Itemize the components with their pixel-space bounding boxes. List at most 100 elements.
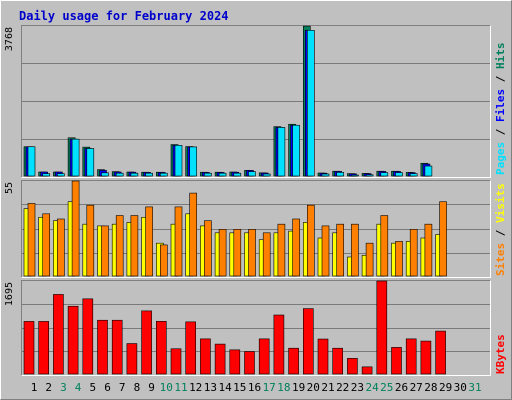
bar-kbytes-14 bbox=[214, 343, 226, 375]
bar-sites-5 bbox=[86, 204, 95, 277]
x-label-day-12: 12 bbox=[189, 381, 202, 394]
bar-sites-13 bbox=[204, 220, 212, 277]
x-label-day-9: 9 bbox=[148, 381, 155, 394]
bar-kbytes-9 bbox=[141, 310, 152, 375]
x-label-day-30: 30 bbox=[454, 381, 467, 394]
bar-kbytes-7 bbox=[111, 319, 123, 375]
bar-sites-17 bbox=[262, 232, 271, 277]
plot-frame-dark-1 bbox=[21, 25, 491, 178]
bar-pages-8 bbox=[130, 172, 139, 177]
y-max-label-1: 3768 bbox=[4, 27, 15, 51]
bar-sites-6 bbox=[101, 225, 109, 277]
bar-sites-24 bbox=[365, 242, 374, 277]
plot-frame-light-1 bbox=[21, 25, 491, 178]
bar-pages-16 bbox=[248, 171, 256, 177]
bar-sites-9 bbox=[145, 206, 153, 277]
y-max-label-3: 1695 bbox=[4, 282, 15, 306]
bar-pages-11 bbox=[174, 145, 183, 177]
chart-title: Daily usage for February 2024 bbox=[19, 9, 229, 23]
bar-pages-25 bbox=[380, 172, 389, 177]
bar-kbytes-19 bbox=[288, 347, 299, 375]
bar-sites-12 bbox=[189, 192, 197, 277]
legend-kbytes: KBytes bbox=[494, 334, 507, 374]
bar-kbytes-20 bbox=[302, 308, 314, 375]
x-label-day-17: 17 bbox=[263, 381, 276, 394]
bar-kbytes-24 bbox=[361, 366, 373, 375]
plot-frame-light-2 bbox=[21, 180, 491, 278]
x-label-day-22: 22 bbox=[336, 381, 349, 394]
x-label-day-1: 1 bbox=[31, 381, 38, 394]
x-label-day-16: 16 bbox=[248, 381, 261, 394]
bar-pages-28 bbox=[424, 165, 433, 177]
bar-kbytes-13 bbox=[200, 338, 211, 375]
x-label-day-5: 5 bbox=[89, 381, 96, 394]
x-label-day-28: 28 bbox=[424, 381, 437, 394]
bar-pages-23 bbox=[351, 174, 359, 177]
bar-pages-20 bbox=[306, 29, 315, 177]
bar-sites-1 bbox=[27, 203, 36, 277]
legend-separator: / bbox=[494, 223, 507, 243]
bar-kbytes-3 bbox=[53, 294, 64, 375]
legend-separator: / bbox=[494, 122, 507, 142]
bar-kbytes-11 bbox=[170, 348, 182, 375]
bar-kbytes-2 bbox=[38, 321, 50, 375]
bar-kbytes-1 bbox=[23, 321, 35, 375]
x-label-day-21: 21 bbox=[321, 381, 334, 394]
bar-sites-23 bbox=[351, 223, 359, 277]
bar-pages-14 bbox=[218, 172, 227, 177]
y-max-label-2: 55 bbox=[4, 182, 15, 194]
bar-pages-13 bbox=[204, 172, 212, 177]
bar-pages-6 bbox=[101, 172, 109, 177]
bar-pages-24 bbox=[365, 174, 374, 177]
bar-sites-16 bbox=[248, 229, 256, 277]
bar-sites-2 bbox=[42, 213, 51, 277]
bar-kbytes-6 bbox=[97, 319, 108, 375]
bar-kbytes-22 bbox=[332, 347, 344, 375]
bar-pages-26 bbox=[395, 172, 403, 177]
legend-visits: Visits bbox=[494, 183, 507, 223]
bar-kbytes-17 bbox=[258, 338, 270, 375]
bar-kbytes-29 bbox=[435, 330, 446, 375]
bar-kbytes-21 bbox=[317, 338, 329, 375]
x-label-day-6: 6 bbox=[104, 381, 111, 394]
bar-sites-8 bbox=[130, 215, 139, 277]
legend-sites: Sites bbox=[494, 243, 507, 276]
bar-pages-17 bbox=[262, 173, 271, 177]
bar-pages-27 bbox=[409, 173, 418, 177]
bar-pages-15 bbox=[233, 172, 242, 177]
x-label-day-7: 7 bbox=[119, 381, 126, 394]
bar-kbytes-10 bbox=[156, 321, 167, 375]
bar-sites-19 bbox=[292, 218, 300, 277]
legend-files: Files bbox=[494, 89, 507, 122]
x-label-day-18: 18 bbox=[277, 381, 290, 394]
x-label-day-10: 10 bbox=[160, 381, 173, 394]
bar-sites-11 bbox=[174, 206, 183, 277]
x-label-day-25: 25 bbox=[380, 381, 393, 394]
legend-2: Sites / Visits bbox=[494, 183, 507, 276]
bar-sites-25 bbox=[380, 215, 389, 277]
bar-kbytes-8 bbox=[126, 343, 138, 375]
bar-pages-1 bbox=[27, 146, 36, 177]
bar-sites-21 bbox=[321, 225, 330, 277]
x-label-day-20: 20 bbox=[307, 381, 320, 394]
x-label-day-31: 31 bbox=[468, 381, 481, 394]
bar-sites-20 bbox=[306, 204, 315, 277]
bar-kbytes-27 bbox=[405, 338, 417, 375]
bar-sites-22 bbox=[336, 223, 345, 277]
bar-pages-2 bbox=[42, 173, 51, 177]
x-label-day-19: 19 bbox=[292, 381, 305, 394]
bar-pages-5 bbox=[86, 148, 95, 177]
bar-sites-10 bbox=[160, 244, 168, 277]
bar-kbytes-25 bbox=[376, 280, 388, 375]
bar-kbytes-18 bbox=[273, 314, 285, 375]
x-label-day-4: 4 bbox=[75, 381, 82, 394]
x-label-day-13: 13 bbox=[204, 381, 217, 394]
legend-pages: Pages bbox=[494, 142, 507, 175]
bar-sites-4 bbox=[71, 180, 80, 277]
bar-sites-7 bbox=[115, 215, 124, 277]
x-label-day-24: 24 bbox=[365, 381, 379, 394]
bar-sites-27 bbox=[409, 229, 418, 277]
bar-pages-3 bbox=[57, 173, 65, 177]
